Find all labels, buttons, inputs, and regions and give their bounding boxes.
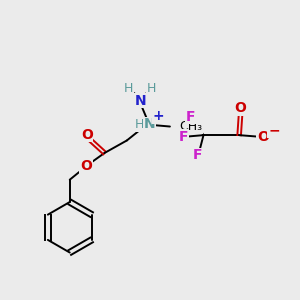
Text: O: O <box>80 159 92 173</box>
Text: H: H <box>135 118 144 131</box>
Text: H: H <box>124 82 133 95</box>
Text: F: F <box>178 130 188 144</box>
Text: O: O <box>257 130 269 144</box>
Text: O: O <box>81 128 93 142</box>
Text: O: O <box>235 101 247 116</box>
Text: CH₃: CH₃ <box>179 120 202 133</box>
Text: H: H <box>146 82 156 95</box>
Text: N: N <box>135 94 147 108</box>
Text: F: F <box>193 148 202 162</box>
Text: N: N <box>143 117 155 131</box>
Text: F: F <box>185 110 195 124</box>
Text: +: + <box>153 109 164 123</box>
Text: −: − <box>268 124 280 138</box>
